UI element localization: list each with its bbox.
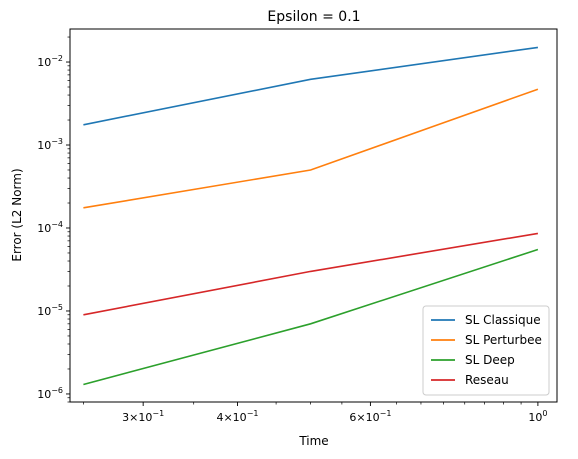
x-tick-label: 100 <box>528 409 547 424</box>
y-tick-label: 10−5 <box>37 303 63 318</box>
legend-entry: SL Classique <box>465 313 541 327</box>
y-axis-ticks: 10−6 10−5 10−4 10−3 10−2 <box>37 36 70 403</box>
legend-entry: SL Deep <box>465 353 515 367</box>
y-tick-label: 10−6 <box>37 386 63 401</box>
plot-frame <box>69 28 558 403</box>
y-axis-label: Error (L2 Norm) <box>10 168 24 261</box>
y-tick-label: 10−3 <box>37 137 63 152</box>
legend-entry: SL Perturbee <box>465 333 542 347</box>
x-axis-label: Time <box>298 434 328 448</box>
chart-title: Epsilon = 0.1 <box>267 9 360 25</box>
x-tick-label: 4×10−1 <box>216 409 258 424</box>
y-tick-label: 10−4 <box>37 220 63 235</box>
plot-lines <box>83 46 539 386</box>
legend-box <box>422 305 550 396</box>
series-line-4 <box>83 232 539 316</box>
legend: SL Classique SL Perturbee SL Deep Reseau <box>422 305 550 396</box>
series-line-2 <box>83 88 539 209</box>
x-axis-ticks: 3×10−1 4×10−1 6×10−1 100 <box>83 402 547 424</box>
series-line-1 <box>83 46 539 126</box>
x-tick-label: 3×10−1 <box>122 409 164 424</box>
x-tick-label: 6×10−1 <box>349 409 391 424</box>
legend-entry: Reseau <box>465 373 509 387</box>
series-line-3 <box>83 248 539 386</box>
y-tick-label: 10−2 <box>37 54 63 69</box>
